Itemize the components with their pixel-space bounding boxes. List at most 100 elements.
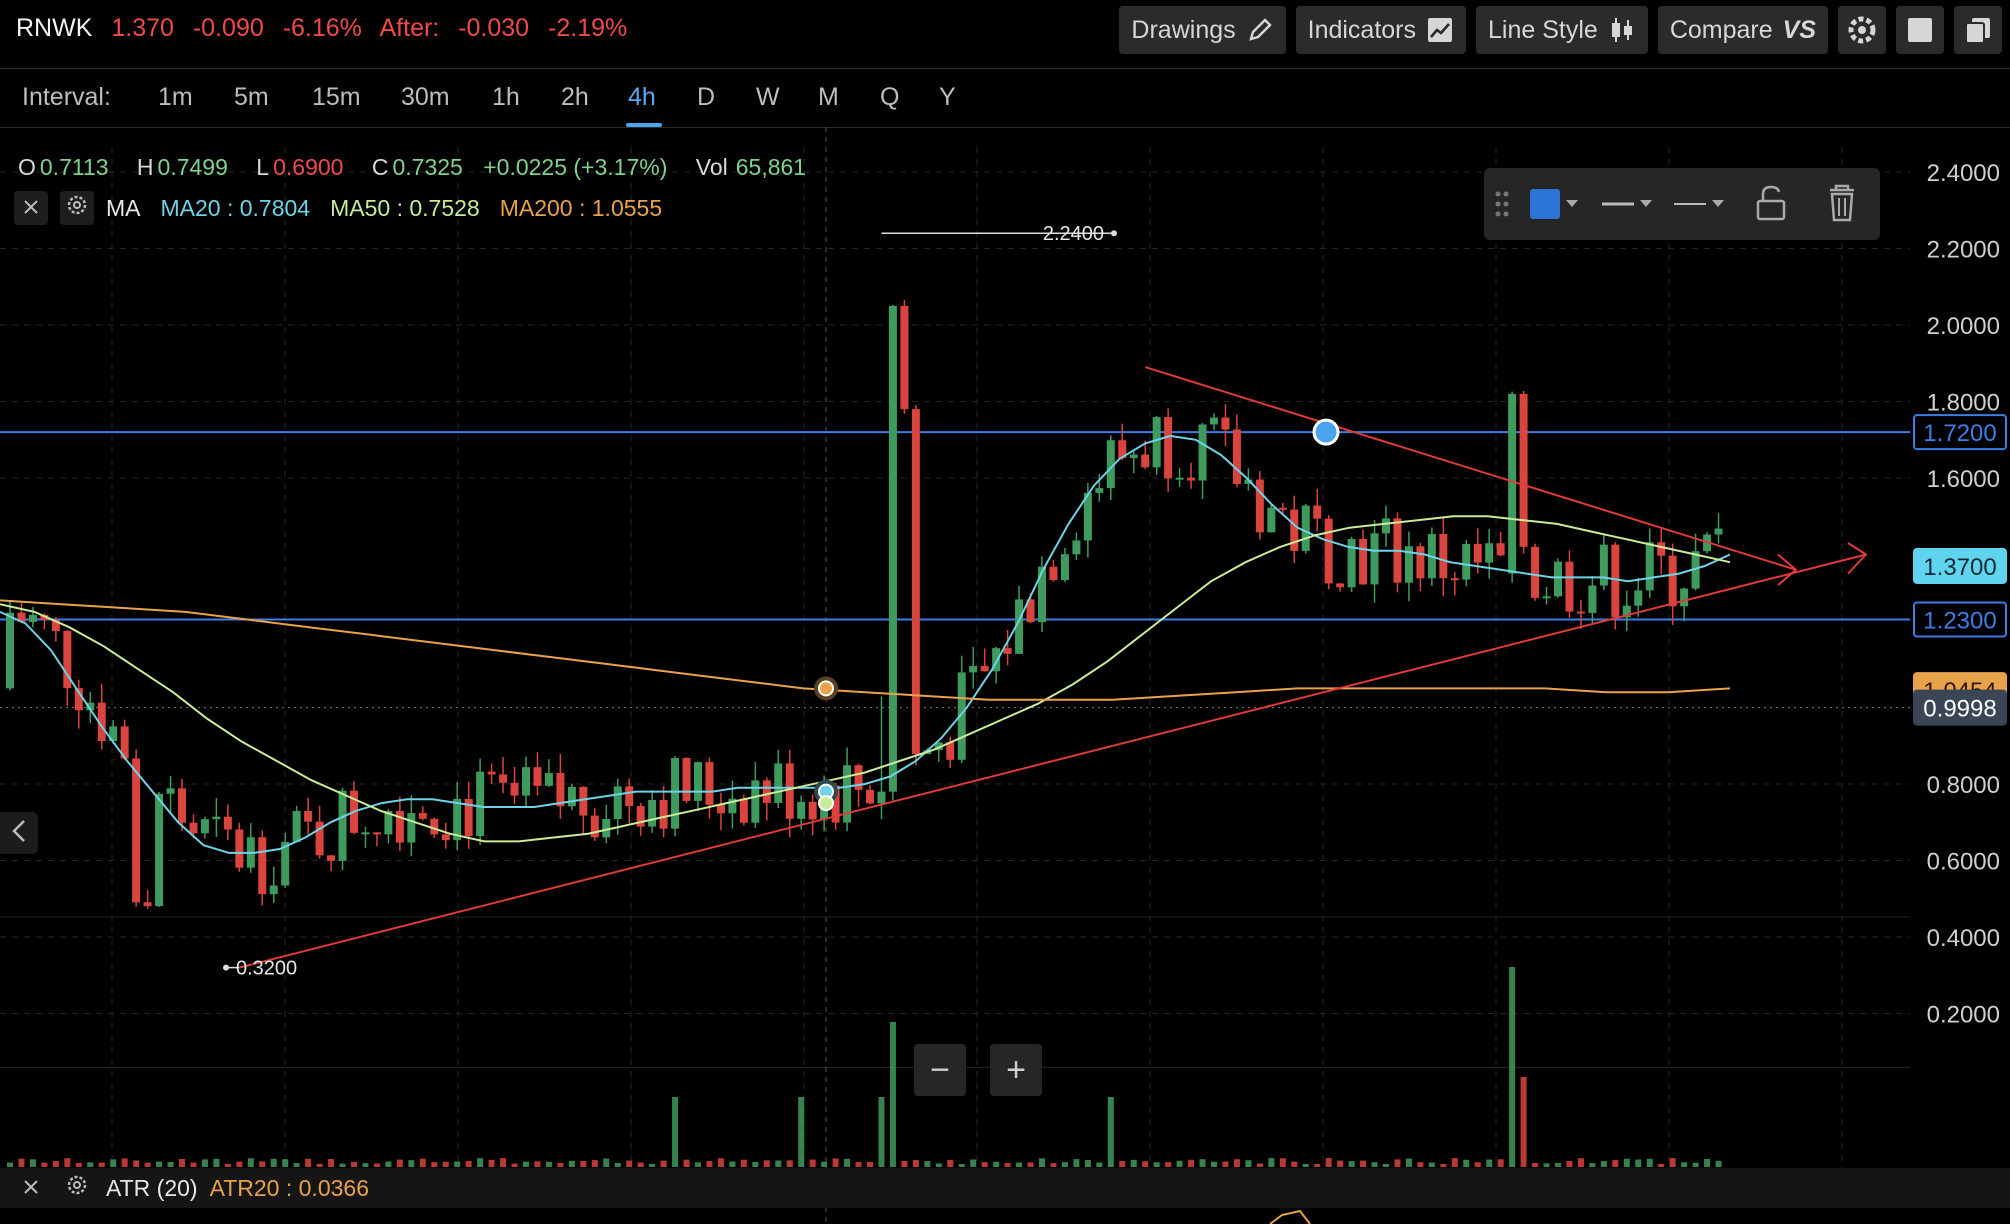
candle-body [739, 798, 748, 823]
volume-bar [1302, 1163, 1309, 1167]
price-chart[interactable]: 2.60002.40002.20002.00001.80001.60000.80… [0, 127, 2010, 1224]
volume-bar [1681, 1162, 1688, 1167]
volume-bar [1405, 1158, 1412, 1167]
trendline-lower[interactable] [239, 553, 1867, 969]
candle-body [1221, 417, 1230, 430]
atr-legend: ATR (20) ATR20 : 0.0366 [0, 1168, 2010, 1208]
candle-body [866, 789, 874, 804]
volume-bar [1084, 1159, 1091, 1167]
candle-body [235, 829, 244, 868]
volume-bar [500, 1158, 507, 1167]
unlock-icon[interactable] [1756, 185, 1786, 221]
interval-d[interactable]: D [697, 83, 716, 111]
atr-name: ATR (20) [106, 1174, 198, 1201]
ma-settings-button[interactable] [60, 191, 94, 225]
copy-button[interactable] [1954, 6, 2002, 54]
color-picker-button[interactable] [1530, 189, 1578, 219]
interval-q[interactable]: Q [880, 83, 900, 111]
interval-5m[interactable]: 5m [234, 83, 269, 111]
candle-style-icon [1608, 16, 1636, 44]
interval-30m[interactable]: 30m [401, 83, 450, 111]
interval-m[interactable]: M [818, 83, 839, 111]
volume-bar [1165, 1162, 1172, 1167]
candle-body [40, 614, 49, 620]
drawing-anchor-handle[interactable] [1312, 418, 1340, 446]
price-tag [1913, 689, 2007, 726]
after-hours-pct: -2.19% [548, 14, 628, 42]
volume-bar [465, 1161, 472, 1167]
interval-2h[interactable]: 2h [561, 83, 589, 111]
volume-bar [534, 1161, 541, 1167]
interval-15m[interactable]: 15m [312, 83, 361, 111]
drawings-button[interactable]: Drawings [1119, 6, 1286, 54]
y-tick-label: 0.8000 [1927, 772, 2000, 799]
candle-body [1542, 596, 1551, 599]
candle-body [1301, 505, 1310, 551]
candle-body [1382, 518, 1390, 534]
line-width-dropdown[interactable] [1602, 200, 1652, 207]
layout-button[interactable] [1896, 6, 1944, 54]
close-icon [22, 1175, 40, 1202]
volume-bar [29, 1159, 36, 1167]
candle-body [946, 742, 955, 760]
volume-bar [591, 1160, 598, 1167]
volume-bar [752, 1161, 759, 1167]
volume-bar [1130, 1159, 1137, 1167]
interval-1h[interactable]: 1h [492, 83, 520, 111]
symbol[interactable]: RNWK [16, 14, 93, 42]
volume-bar [477, 1158, 484, 1167]
candle-body [120, 726, 129, 759]
candle-body [1714, 528, 1723, 535]
volume-bar [1337, 1160, 1344, 1167]
indicators-button[interactable]: Indicators [1295, 6, 1467, 54]
volume-label: Vol [695, 154, 728, 180]
candle-body [441, 834, 450, 841]
compare-button[interactable]: Compare VS [1657, 6, 1828, 54]
candle-body [900, 305, 909, 410]
candle-body [327, 855, 336, 861]
indicators-chart-icon [1426, 16, 1454, 44]
interval-w[interactable]: W [756, 83, 780, 111]
close-icon [22, 195, 40, 222]
candle-body [1450, 578, 1459, 581]
scroll-left-button[interactable] [0, 812, 38, 854]
atr-settings-button[interactable] [60, 1171, 94, 1205]
settings-button[interactable] [1838, 6, 1886, 54]
drag-handle-icon[interactable] [1495, 191, 1509, 217]
line-style-button[interactable]: Line Style [1476, 6, 1648, 54]
candle-body [694, 762, 702, 801]
line-dash-dropdown[interactable] [1674, 200, 1724, 207]
candle-body [1313, 505, 1322, 519]
volume-bar [41, 1162, 48, 1167]
zoom-out-button[interactable]: − [914, 1044, 966, 1096]
volume-bar [545, 1161, 552, 1167]
candle-body [1622, 605, 1631, 618]
remove-atr-button[interactable] [14, 1171, 48, 1205]
interval-1m[interactable]: 1m [158, 83, 193, 111]
y-tick-label: 0.6000 [1927, 849, 2000, 876]
volume-bar [1039, 1158, 1045, 1167]
candle-body [1416, 546, 1425, 579]
drawings-label: Drawings [1131, 15, 1236, 44]
candle-body [1095, 488, 1104, 493]
volume-bar [901, 1160, 908, 1167]
trash-icon[interactable] [1830, 184, 1854, 222]
interval-bar: Interval: 1m 5m 15m 30m 1h 2h 4h D W M Q… [0, 69, 2010, 128]
volume-bar [1004, 1163, 1011, 1167]
square-icon [1905, 15, 1935, 45]
candle-body [1015, 599, 1024, 654]
remove-ma-button[interactable] [14, 191, 48, 225]
interval-4h[interactable]: 4h [628, 83, 656, 111]
zoom-in-button[interactable]: + [990, 1044, 1042, 1096]
candle-body [613, 786, 622, 819]
candle-body [430, 818, 439, 835]
y-tick-label: 0.4000 [1927, 925, 2000, 952]
interval-y[interactable]: Y [939, 83, 956, 111]
candle-body [682, 757, 691, 801]
candle-body [957, 672, 966, 760]
volume-bar [798, 1097, 805, 1167]
candle-body [1691, 551, 1700, 589]
trendline-upper[interactable] [1144, 366, 1797, 571]
copy-icon [1963, 15, 1993, 45]
low-label: L [256, 154, 270, 180]
